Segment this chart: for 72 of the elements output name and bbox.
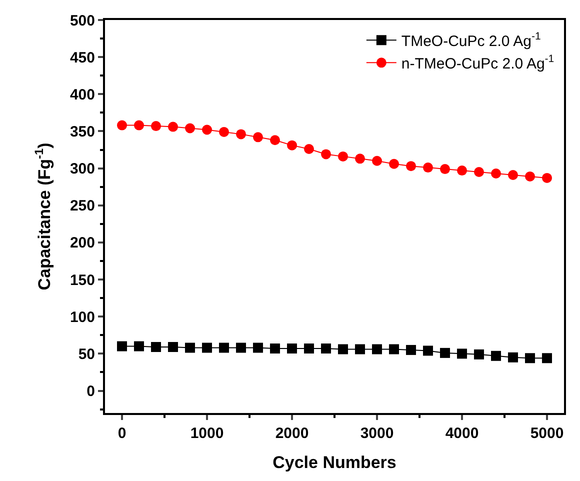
point xyxy=(508,170,518,180)
point xyxy=(423,162,433,173)
point xyxy=(389,158,399,169)
y-tick-label: 300 xyxy=(70,160,95,178)
point xyxy=(457,348,467,359)
point xyxy=(457,166,467,176)
point xyxy=(304,343,314,354)
point xyxy=(117,341,127,352)
y-tick-label: 0 xyxy=(86,383,95,400)
point xyxy=(321,149,331,160)
point xyxy=(372,344,382,354)
legend-label: n-TMeO-CuPc 2.0 Ag$^{-1}$ xyxy=(401,53,554,73)
y-tick-label: 150 xyxy=(70,272,95,289)
x-tick-label: 2000 xyxy=(275,425,309,442)
point xyxy=(151,121,161,132)
point xyxy=(134,341,144,352)
point xyxy=(134,120,144,130)
point xyxy=(491,350,501,361)
y-tick-label: 50 xyxy=(78,346,95,363)
x-tick-label: 1000 xyxy=(190,425,224,442)
point xyxy=(168,122,178,132)
x-tick-label: 5000 xyxy=(530,425,564,442)
point xyxy=(270,343,280,354)
point xyxy=(542,172,552,183)
x-axis-title: Cycle Numbers xyxy=(272,452,396,472)
point xyxy=(321,343,331,354)
point xyxy=(185,342,195,353)
point xyxy=(440,164,450,174)
point xyxy=(338,151,348,162)
point xyxy=(219,342,229,353)
point xyxy=(406,344,416,355)
point xyxy=(202,124,212,135)
point xyxy=(542,353,552,364)
point xyxy=(474,167,484,178)
y-tick-label: 350 xyxy=(70,123,95,140)
point xyxy=(219,126,229,137)
x-tick-label: 4000 xyxy=(445,425,479,442)
point xyxy=(474,349,484,360)
point xyxy=(202,342,212,353)
x-tick-label: 0 xyxy=(118,425,126,442)
point xyxy=(406,161,416,172)
point xyxy=(355,154,365,164)
point xyxy=(525,353,535,364)
point xyxy=(151,342,161,352)
point xyxy=(185,123,195,134)
y-tick-label: 200 xyxy=(70,234,95,252)
point xyxy=(270,135,280,146)
y-tick-label: 100 xyxy=(70,308,95,326)
legend-label: TMeO-CuPc 2.0 Ag$^{-1}$ xyxy=(401,30,541,50)
point xyxy=(253,132,263,142)
point xyxy=(423,346,433,356)
point xyxy=(236,129,246,140)
point xyxy=(253,342,263,353)
point xyxy=(525,171,535,182)
y-tick-label: 450 xyxy=(70,49,95,66)
point xyxy=(440,348,450,358)
point xyxy=(491,168,501,178)
point xyxy=(287,140,297,150)
point xyxy=(389,344,399,354)
point xyxy=(508,352,518,362)
y-tick-label: 500 xyxy=(70,12,95,30)
x-tick-label: 3000 xyxy=(360,425,394,442)
point xyxy=(117,120,127,130)
point xyxy=(372,156,382,166)
y-tick-label: 250 xyxy=(70,198,95,215)
point xyxy=(236,342,246,353)
point xyxy=(338,344,348,354)
point xyxy=(355,344,365,354)
point xyxy=(287,343,297,354)
y-tick-label: 400 xyxy=(70,86,95,104)
point xyxy=(168,342,178,352)
point xyxy=(304,144,314,154)
